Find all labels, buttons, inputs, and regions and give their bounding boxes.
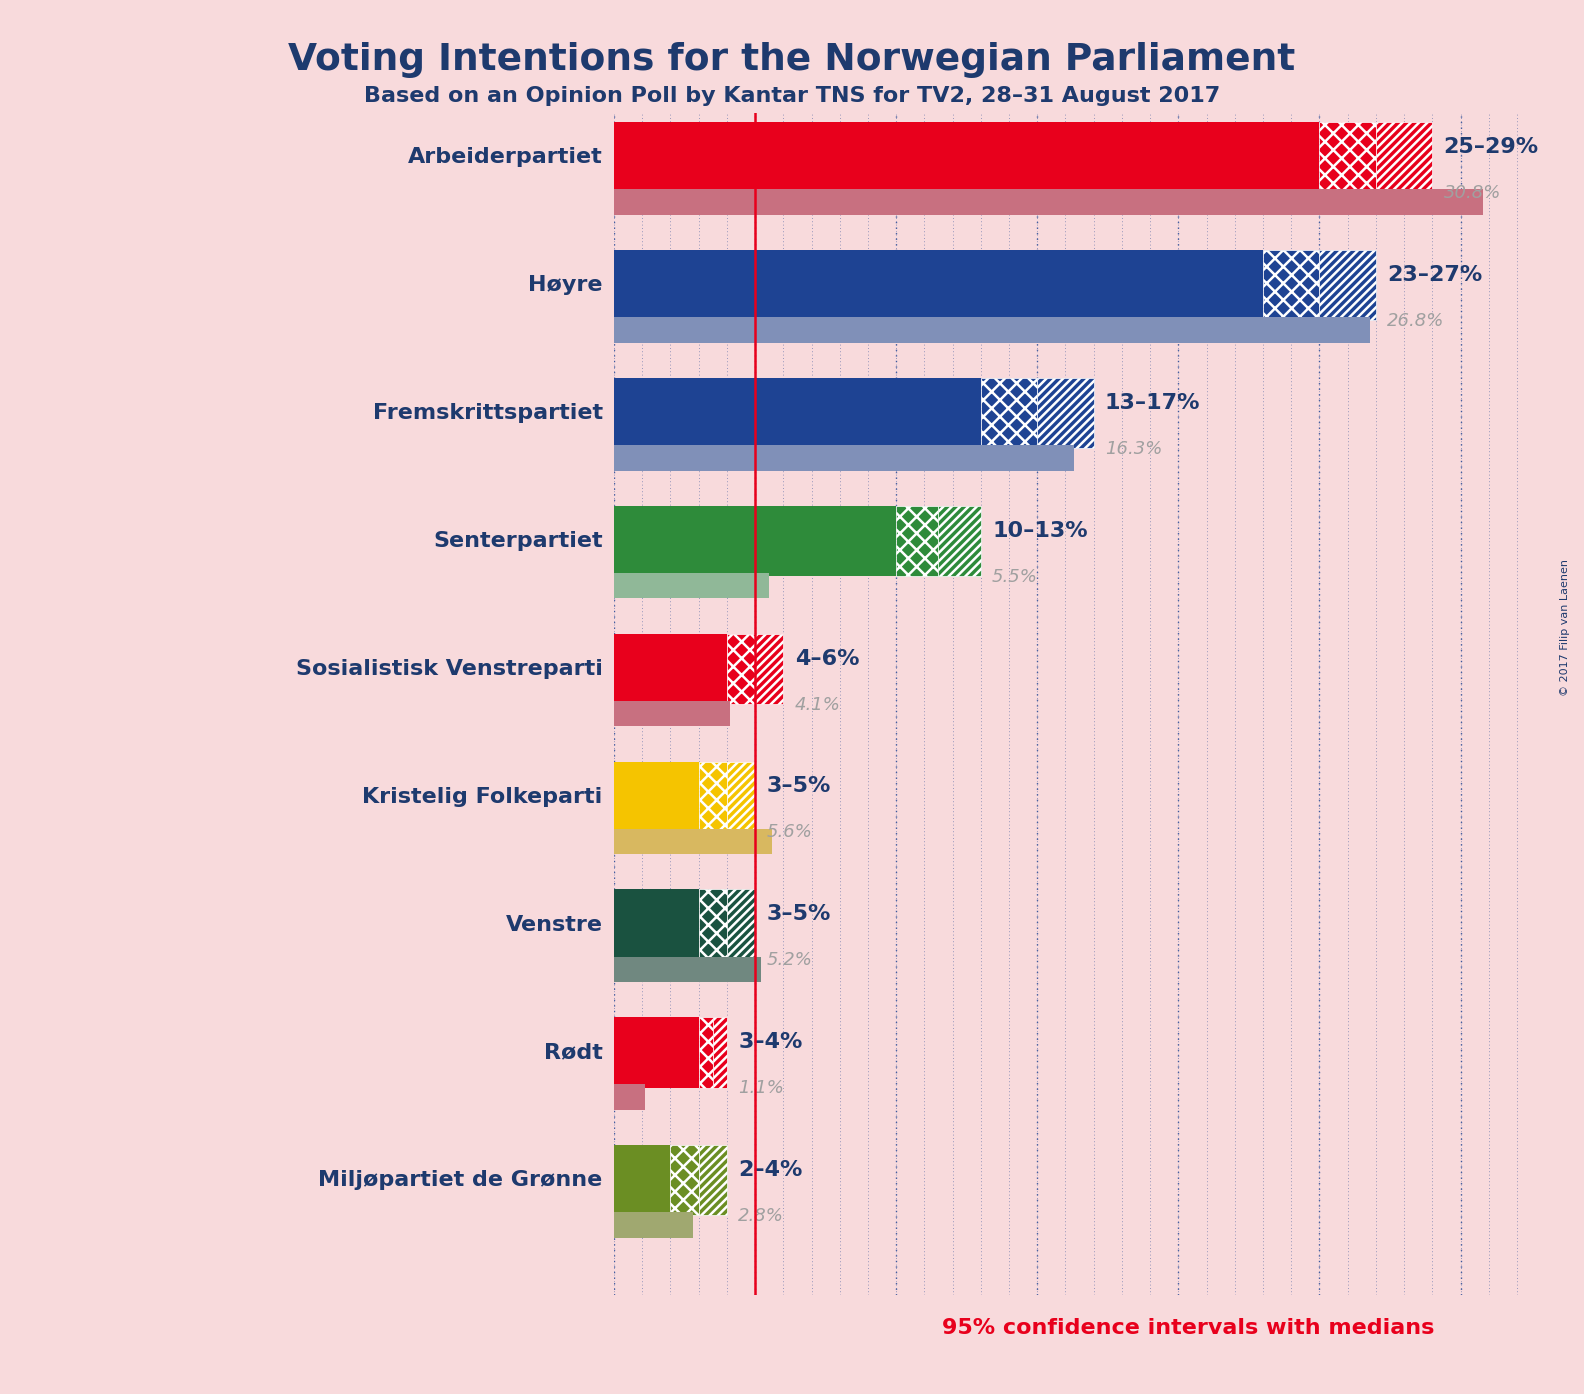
Text: Fremskrittspartiet: Fremskrittspartiet xyxy=(372,403,602,422)
Bar xyxy=(713,1018,727,1087)
Text: 3–4%: 3–4% xyxy=(738,1032,803,1052)
Bar xyxy=(615,956,760,983)
Bar xyxy=(727,889,756,959)
Bar xyxy=(1038,378,1093,449)
Bar xyxy=(615,123,1319,192)
Text: 25–29%: 25–29% xyxy=(1443,137,1538,158)
Bar xyxy=(699,1018,713,1087)
Bar xyxy=(615,761,699,832)
Text: 10–13%: 10–13% xyxy=(992,521,1088,541)
Text: Høyre: Høyre xyxy=(527,275,602,296)
Bar xyxy=(615,889,699,959)
Text: 16.3%: 16.3% xyxy=(1106,441,1163,457)
Bar xyxy=(615,701,730,726)
Bar xyxy=(615,445,1074,471)
Bar xyxy=(615,378,980,449)
Bar xyxy=(615,634,727,704)
Bar xyxy=(670,1144,699,1216)
Bar xyxy=(938,506,980,576)
Text: 5.2%: 5.2% xyxy=(767,951,813,969)
Bar xyxy=(699,889,727,959)
Text: 2.8%: 2.8% xyxy=(738,1207,784,1225)
Bar xyxy=(727,761,756,832)
Bar xyxy=(615,1018,699,1087)
Text: 3–5%: 3–5% xyxy=(767,905,830,924)
Bar xyxy=(1376,123,1432,192)
Bar xyxy=(615,250,1262,321)
Text: 5.6%: 5.6% xyxy=(767,824,813,842)
Text: 23–27%: 23–27% xyxy=(1388,265,1483,284)
Bar xyxy=(897,506,938,576)
Text: 26.8%: 26.8% xyxy=(1388,312,1445,330)
Text: Based on an Opinion Poll by Kantar TNS for TV2, 28–31 August 2017: Based on an Opinion Poll by Kantar TNS f… xyxy=(364,86,1220,106)
Bar xyxy=(615,828,771,855)
Bar xyxy=(615,190,1483,215)
Text: 5.5%: 5.5% xyxy=(992,567,1038,585)
Bar xyxy=(1319,250,1376,321)
Bar xyxy=(615,573,770,598)
Bar xyxy=(699,761,727,832)
Text: Miljøpartiet de Grønne: Miljøpartiet de Grønne xyxy=(318,1171,602,1190)
Text: 13–17%: 13–17% xyxy=(1106,393,1201,413)
Text: Senterpartiet: Senterpartiet xyxy=(432,531,602,551)
Text: 95% confidence intervals with medians: 95% confidence intervals with medians xyxy=(942,1319,1434,1338)
Text: Kristelig Folkeparti: Kristelig Folkeparti xyxy=(363,786,602,807)
Bar xyxy=(1262,250,1319,321)
Bar xyxy=(727,634,756,704)
Text: Venstre: Venstre xyxy=(505,914,602,934)
Text: Sosialistisk Venstreparti: Sosialistisk Venstreparti xyxy=(296,659,602,679)
Bar xyxy=(615,1213,692,1238)
Bar xyxy=(615,318,1370,343)
Bar xyxy=(699,1144,727,1216)
Text: 4–6%: 4–6% xyxy=(795,648,859,669)
Text: Arbeiderpartiet: Arbeiderpartiet xyxy=(409,148,602,167)
Text: Voting Intentions for the Norwegian Parliament: Voting Intentions for the Norwegian Parl… xyxy=(288,42,1296,78)
Text: 3–5%: 3–5% xyxy=(767,776,830,796)
Text: 2–4%: 2–4% xyxy=(738,1160,803,1181)
Text: © 2017 Filip van Laenen: © 2017 Filip van Laenen xyxy=(1560,559,1570,696)
Text: 1.1%: 1.1% xyxy=(738,1079,784,1097)
Text: 30.8%: 30.8% xyxy=(1443,184,1502,202)
Bar xyxy=(615,506,897,576)
Bar xyxy=(980,378,1038,449)
Bar xyxy=(615,1085,645,1110)
Text: Rødt: Rødt xyxy=(543,1043,602,1062)
Bar xyxy=(1319,123,1376,192)
Bar xyxy=(615,1144,670,1216)
Text: 4.1%: 4.1% xyxy=(795,696,841,714)
Bar xyxy=(756,634,782,704)
